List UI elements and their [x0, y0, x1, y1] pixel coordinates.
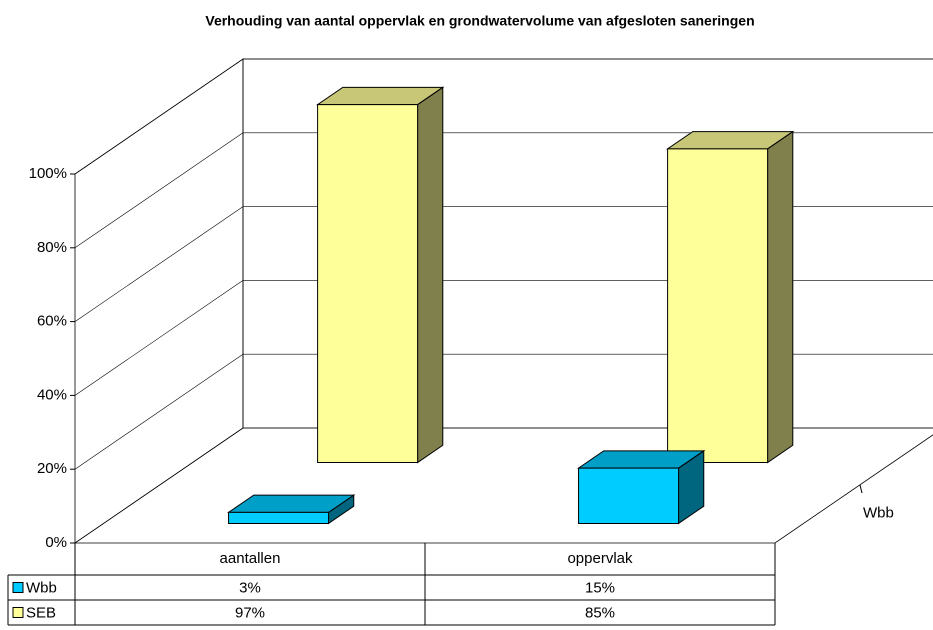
bar [226, 494, 356, 525]
grid-line [74, 206, 244, 322]
left-wall [74, 58, 244, 544]
bar-front [667, 148, 769, 463]
table-value: 85% [585, 604, 615, 621]
y-tick-label: 0% [45, 534, 67, 551]
bar-side [417, 86, 444, 464]
bar-front [228, 511, 330, 524]
floor [75, 427, 933, 544]
bar-front [317, 104, 419, 463]
grid-line [74, 58, 244, 175]
x-tick-label: aantallen [220, 550, 281, 567]
series-axis-label: Wbb [863, 504, 894, 521]
legend-label: SEB [26, 604, 56, 621]
bar [315, 86, 445, 464]
table-value: 15% [585, 579, 615, 596]
table-value: 97% [235, 604, 265, 621]
legend-key [12, 607, 24, 618]
table-value: 3% [239, 579, 261, 596]
bar [665, 130, 795, 464]
y-tick-label: 20% [37, 460, 67, 477]
y-tick-label: 40% [37, 386, 67, 403]
grid-line [74, 427, 244, 544]
y-tick-label: 100% [29, 165, 67, 182]
bar-front [578, 467, 680, 524]
y-tick-label: 60% [37, 313, 67, 330]
tick-mark [859, 484, 863, 494]
chart-title: Verhouding van aantal oppervlak en grond… [205, 13, 754, 29]
grid-line [74, 353, 244, 470]
x-tick-label: oppervlak [567, 550, 633, 567]
grid-line [74, 132, 244, 249]
bar-side [767, 130, 794, 464]
bar [576, 449, 706, 525]
grid-line [74, 280, 244, 396]
y-tick-label: 80% [37, 239, 67, 256]
legend-key [12, 582, 24, 593]
legend-label: Wbb [26, 579, 57, 596]
